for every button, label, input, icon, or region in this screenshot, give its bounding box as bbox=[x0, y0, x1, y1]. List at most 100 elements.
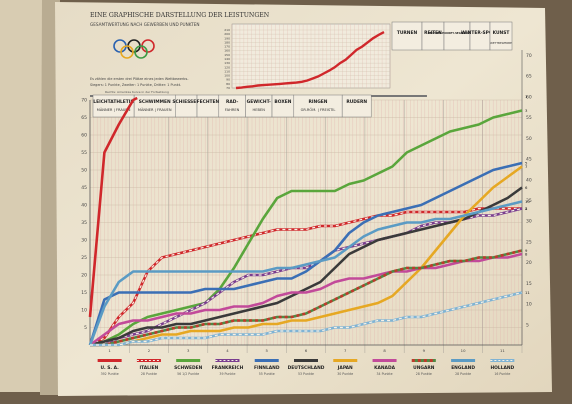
legend-country: UNGARN bbox=[413, 365, 435, 371]
sport-header-sub: FAHREN bbox=[225, 108, 240, 112]
legend-country: HOLLAND bbox=[490, 365, 514, 371]
inset-tick-label: 130 bbox=[224, 61, 230, 65]
legend-points: 39 Punkte bbox=[219, 372, 235, 376]
series-end-label: 2 bbox=[525, 206, 528, 211]
top-header-label: FECHTEN·HOCKEY·SEGELN·MOD.FÜNFK. bbox=[428, 30, 486, 35]
top-header-cell bbox=[489, 21, 513, 51]
y-tick-label: 60 bbox=[81, 133, 87, 139]
sport-header-label: RUDERN bbox=[346, 99, 367, 105]
y-tick-label: 10 bbox=[81, 308, 87, 314]
sport-header-cell bbox=[92, 94, 135, 118]
legend-swatch bbox=[372, 359, 397, 362]
legend-swatch bbox=[451, 359, 476, 362]
y-tick-label: 5 bbox=[84, 325, 87, 331]
y-right-tick-label: 40 bbox=[526, 177, 532, 183]
sport-header-label: FECHTEN bbox=[197, 99, 220, 105]
x-tick-label: 5 bbox=[266, 348, 269, 353]
note-line-1: Es zählen die ersten drei Plätze eines j… bbox=[90, 77, 189, 81]
sport-header-cell bbox=[271, 94, 295, 118]
sport-header-cell bbox=[245, 94, 273, 118]
series-end-label: 4 bbox=[525, 206, 528, 211]
kunst-sub-label: WETTBEWERBE bbox=[490, 41, 512, 45]
olympic-rings-icon bbox=[113, 39, 155, 59]
legend-points: 55 Punkte bbox=[259, 372, 275, 376]
legend-country: DEUTSCHLAND bbox=[288, 365, 325, 371]
legend-swatch bbox=[294, 359, 318, 362]
legend-points: 53 Punkte bbox=[298, 372, 314, 376]
series-line-pattern-8 bbox=[90, 249, 523, 347]
series-end-label: 8 bbox=[525, 252, 528, 257]
x-tick-label: 1 bbox=[108, 348, 111, 353]
series-line-pattern-10 bbox=[90, 291, 523, 346]
series-line-6 bbox=[90, 165, 523, 347]
chart-title: EINE GRAPHISCHE DARSTELLUNG DER LEISTUNG… bbox=[90, 12, 270, 19]
note-line-2: Siegers: 1 Punkte, Zweiter: 1 Punkte, Dr… bbox=[90, 83, 181, 87]
legend-points: 56 1/2 Punkte bbox=[177, 372, 199, 376]
series-line-4 bbox=[88, 161, 523, 346]
y-tick-label: 25 bbox=[81, 255, 87, 261]
inset-tick-label: 140 bbox=[224, 57, 230, 61]
y-right-tick-label: 5 bbox=[526, 322, 529, 328]
inset-tick-label: 200 bbox=[224, 32, 230, 36]
y-tick-label: 45 bbox=[81, 185, 87, 191]
series-line-5 bbox=[89, 186, 523, 347]
y-tick-label: 50 bbox=[81, 168, 87, 174]
top-header-label: TURNEN bbox=[397, 30, 418, 36]
y-right-tick-label: 10 bbox=[526, 302, 532, 308]
usa-inset-chart: 2102001901801701601501401301201101009080… bbox=[224, 23, 391, 90]
inset-tick-label: 70 bbox=[226, 86, 230, 90]
y-right-tick-label: 45 bbox=[526, 157, 532, 163]
x-tick-label: 3 bbox=[187, 348, 190, 353]
sport-header-sub: GR.RÖM. | FREISTIL bbox=[301, 107, 336, 112]
chart-subtitle: GESAMTWERTUNG NACH GEWERBEN UND PUNKTEN bbox=[90, 22, 200, 27]
series-end-label: 10 bbox=[525, 199, 530, 204]
sport-header-sub: MÄNNER | FRAUEN bbox=[97, 107, 131, 112]
y-right-tick-label: 70 bbox=[526, 53, 532, 59]
y-right-tick-label: 20 bbox=[526, 260, 532, 266]
chart-axes: 5101520253035404550556065705101520253035… bbox=[81, 50, 532, 353]
inset-tick-label: 170 bbox=[224, 45, 230, 49]
legend-country: SCHWEDEN bbox=[174, 365, 203, 371]
legend-swatch bbox=[97, 359, 122, 362]
top-header-cell bbox=[469, 21, 491, 51]
top-header-label: REITEN bbox=[424, 30, 442, 36]
inset-tick-label: 80 bbox=[226, 82, 230, 86]
y-tick-label: 30 bbox=[81, 238, 87, 244]
inset-tick-label: 100 bbox=[224, 74, 230, 78]
sport-header-label: RAD- bbox=[226, 99, 239, 105]
inset-tick-label: 190 bbox=[224, 36, 230, 40]
y-right-tick-label: 55 bbox=[526, 115, 532, 121]
x-tick-label: 4 bbox=[226, 348, 229, 353]
legend-points: 30 Punkte bbox=[337, 372, 353, 376]
sport-header-label: SCHIESSEN bbox=[172, 99, 200, 105]
sport-header-label: BOXEN bbox=[274, 99, 291, 105]
series-end-label: 3 bbox=[525, 108, 528, 113]
top-header-cell bbox=[391, 21, 423, 51]
y-right-tick-label: 25 bbox=[526, 239, 532, 245]
sport-header-sub: MÄNNER | FRAUEN bbox=[138, 107, 172, 112]
y-right-tick-label: 60 bbox=[526, 94, 532, 100]
series-line-pattern-1 bbox=[89, 207, 522, 346]
y-right-tick-label: 35 bbox=[526, 198, 532, 204]
inset-tick-label: 180 bbox=[224, 40, 230, 44]
y-tick-label: 40 bbox=[81, 203, 87, 209]
x-tick-label: 6 bbox=[305, 348, 308, 353]
y-right-tick-label: 50 bbox=[526, 136, 532, 142]
legend-swatch bbox=[254, 359, 279, 362]
series-end-label: 6 bbox=[525, 185, 528, 190]
top-header-cell bbox=[421, 21, 445, 51]
legend-country: FINNLAND bbox=[254, 365, 280, 371]
y-tick-label: 65 bbox=[81, 115, 87, 121]
series-line-2 bbox=[89, 109, 523, 347]
legend-points: 28 Punkte bbox=[455, 372, 471, 376]
x-tick-label: 2 bbox=[148, 348, 151, 353]
series-end-label: 7 bbox=[525, 164, 528, 169]
legend-points: 28 Punkte bbox=[416, 372, 432, 376]
legend-swatch bbox=[176, 359, 201, 362]
series-end-label: 1 bbox=[525, 94, 528, 99]
legend-points: 28 Punkte bbox=[141, 372, 157, 376]
series-end-label: 9 bbox=[525, 248, 528, 253]
y-right-tick-label: 65 bbox=[526, 74, 532, 80]
